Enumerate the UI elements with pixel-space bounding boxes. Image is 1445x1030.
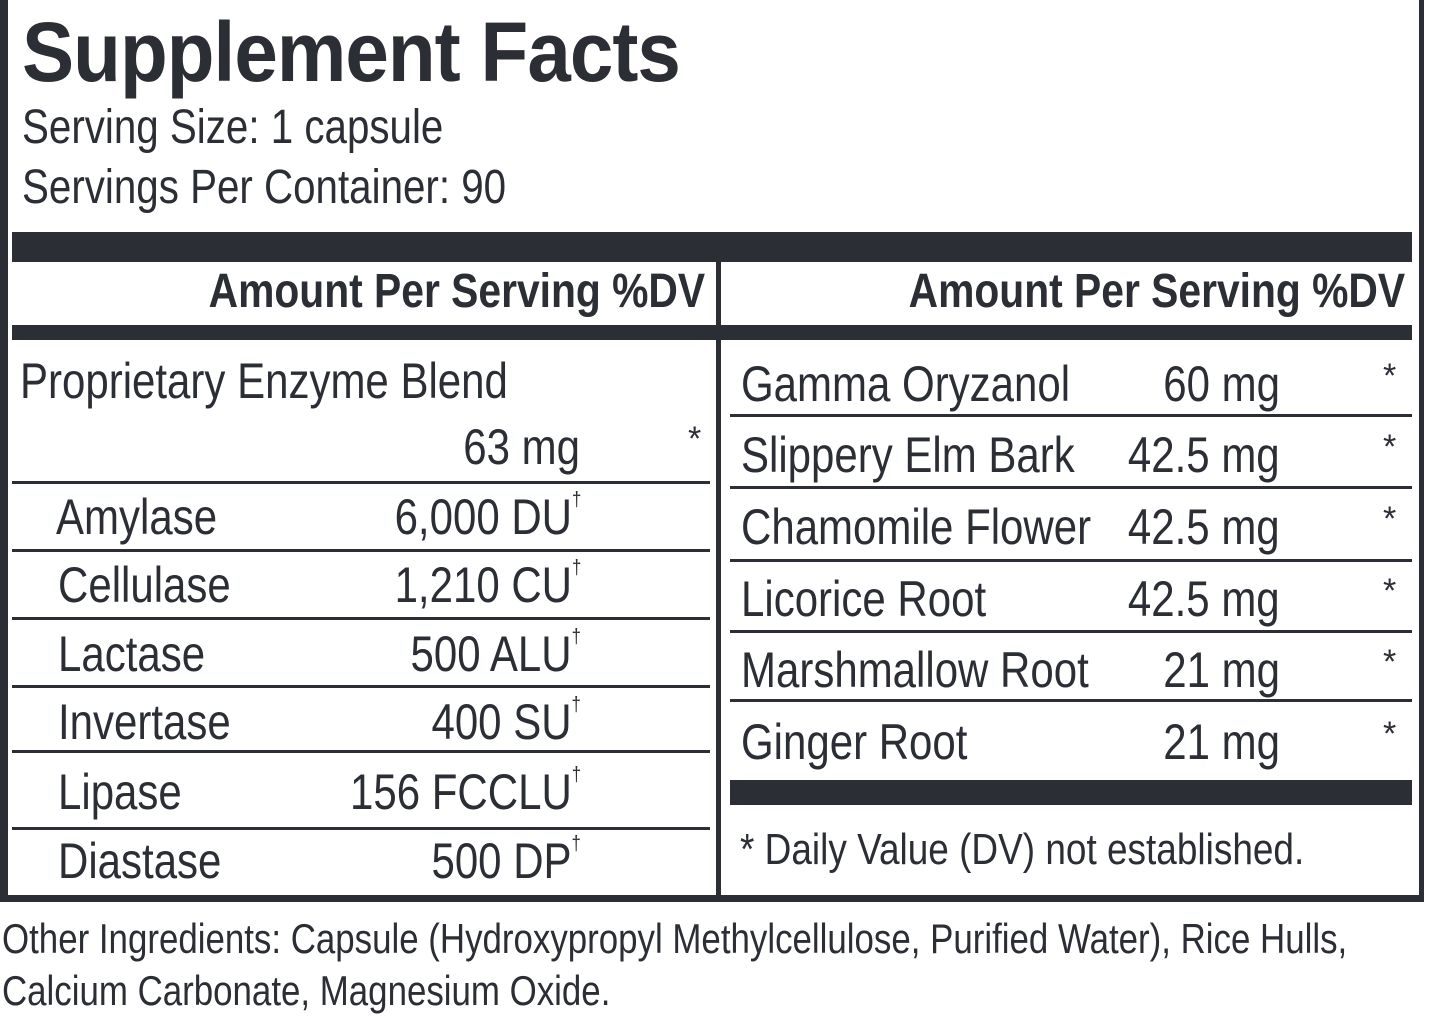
ingredient-dv: * (1383, 357, 1397, 395)
ingredient-name: Slippery Elm Bark (741, 427, 1075, 483)
column-divider (716, 262, 721, 902)
ingredient-amount: 42.5 mg (1128, 499, 1280, 555)
enzyme-name: Lipase (58, 764, 182, 820)
enzyme-name: Diastase (58, 833, 222, 889)
other-ingredients-line1: Other Ingredients: Capsule (Hydroxypropy… (2, 915, 1348, 962)
blend-dv: * (688, 420, 702, 458)
enzyme-name: Amylase (56, 489, 218, 545)
row-divider (730, 630, 1412, 633)
left-column-header: Amount Per Serving %DV (208, 265, 705, 318)
enzyme-name: Lactase (58, 626, 206, 682)
ingredient-dv: * (1383, 500, 1397, 538)
ingredient-dv: * (1383, 572, 1397, 610)
row-divider (730, 699, 1412, 702)
top-thick-bar (12, 232, 1412, 262)
header-under-bar (12, 325, 1412, 340)
enzyme-name: Invertase (58, 694, 231, 750)
serving-size: Serving Size: 1 capsule (22, 101, 444, 154)
blend-amount: 63 mg (463, 419, 580, 475)
enzyme-amount: 400 SU† (431, 694, 581, 750)
ingredient-dv: * (1383, 643, 1397, 681)
ingredient-amount: 42.5 mg (1128, 571, 1280, 627)
panel-title: Supplement Facts (22, 5, 681, 99)
enzyme-amount: 6,000 DU† (394, 489, 581, 545)
ingredient-dv: * (1383, 428, 1397, 466)
dv-footnote: * Daily Value (DV) not established. (740, 825, 1305, 874)
other-ingredients-line2: Calcium Carbonate, Magnesium Oxide. (2, 967, 611, 1014)
row-divider (730, 414, 1412, 417)
row-divider (730, 486, 1412, 489)
ingredient-amount: 42.5 mg (1128, 427, 1280, 483)
ingredient-amount: 60 mg (1163, 356, 1280, 412)
enzyme-amount: 500 DP† (431, 833, 581, 889)
row-divider (12, 827, 710, 830)
supplement-facts-panel (0, 0, 1424, 902)
footnote-thick-bar (730, 780, 1412, 805)
enzyme-name: Cellulase (58, 557, 231, 613)
row-divider (12, 549, 710, 552)
row-divider (12, 750, 710, 753)
ingredient-name: Ginger Root (741, 714, 968, 770)
ingredient-amount: 21 mg (1163, 714, 1280, 770)
ingredient-dv: * (1383, 715, 1397, 753)
ingredient-amount: 21 mg (1163, 642, 1280, 698)
row-divider (12, 617, 710, 620)
enzyme-amount: 500 ALU† (410, 626, 581, 682)
ingredient-name: Chamomile Flower (741, 499, 1092, 555)
blend-name: Proprietary Enzyme Blend (20, 353, 508, 409)
row-divider (730, 559, 1412, 562)
row-divider (12, 685, 710, 688)
row-divider (12, 481, 710, 484)
ingredient-name: Marshmallow Root (741, 642, 1089, 698)
ingredient-name: Gamma Oryzanol (741, 356, 1071, 412)
servings-per-container: Servings Per Container: 90 (22, 161, 507, 214)
ingredient-name: Licorice Root (741, 571, 987, 627)
enzyme-amount: 1,210 CU† (394, 557, 581, 613)
enzyme-amount: 156 FCCLU† (349, 764, 581, 820)
right-column-header: Amount Per Serving %DV (908, 265, 1405, 318)
